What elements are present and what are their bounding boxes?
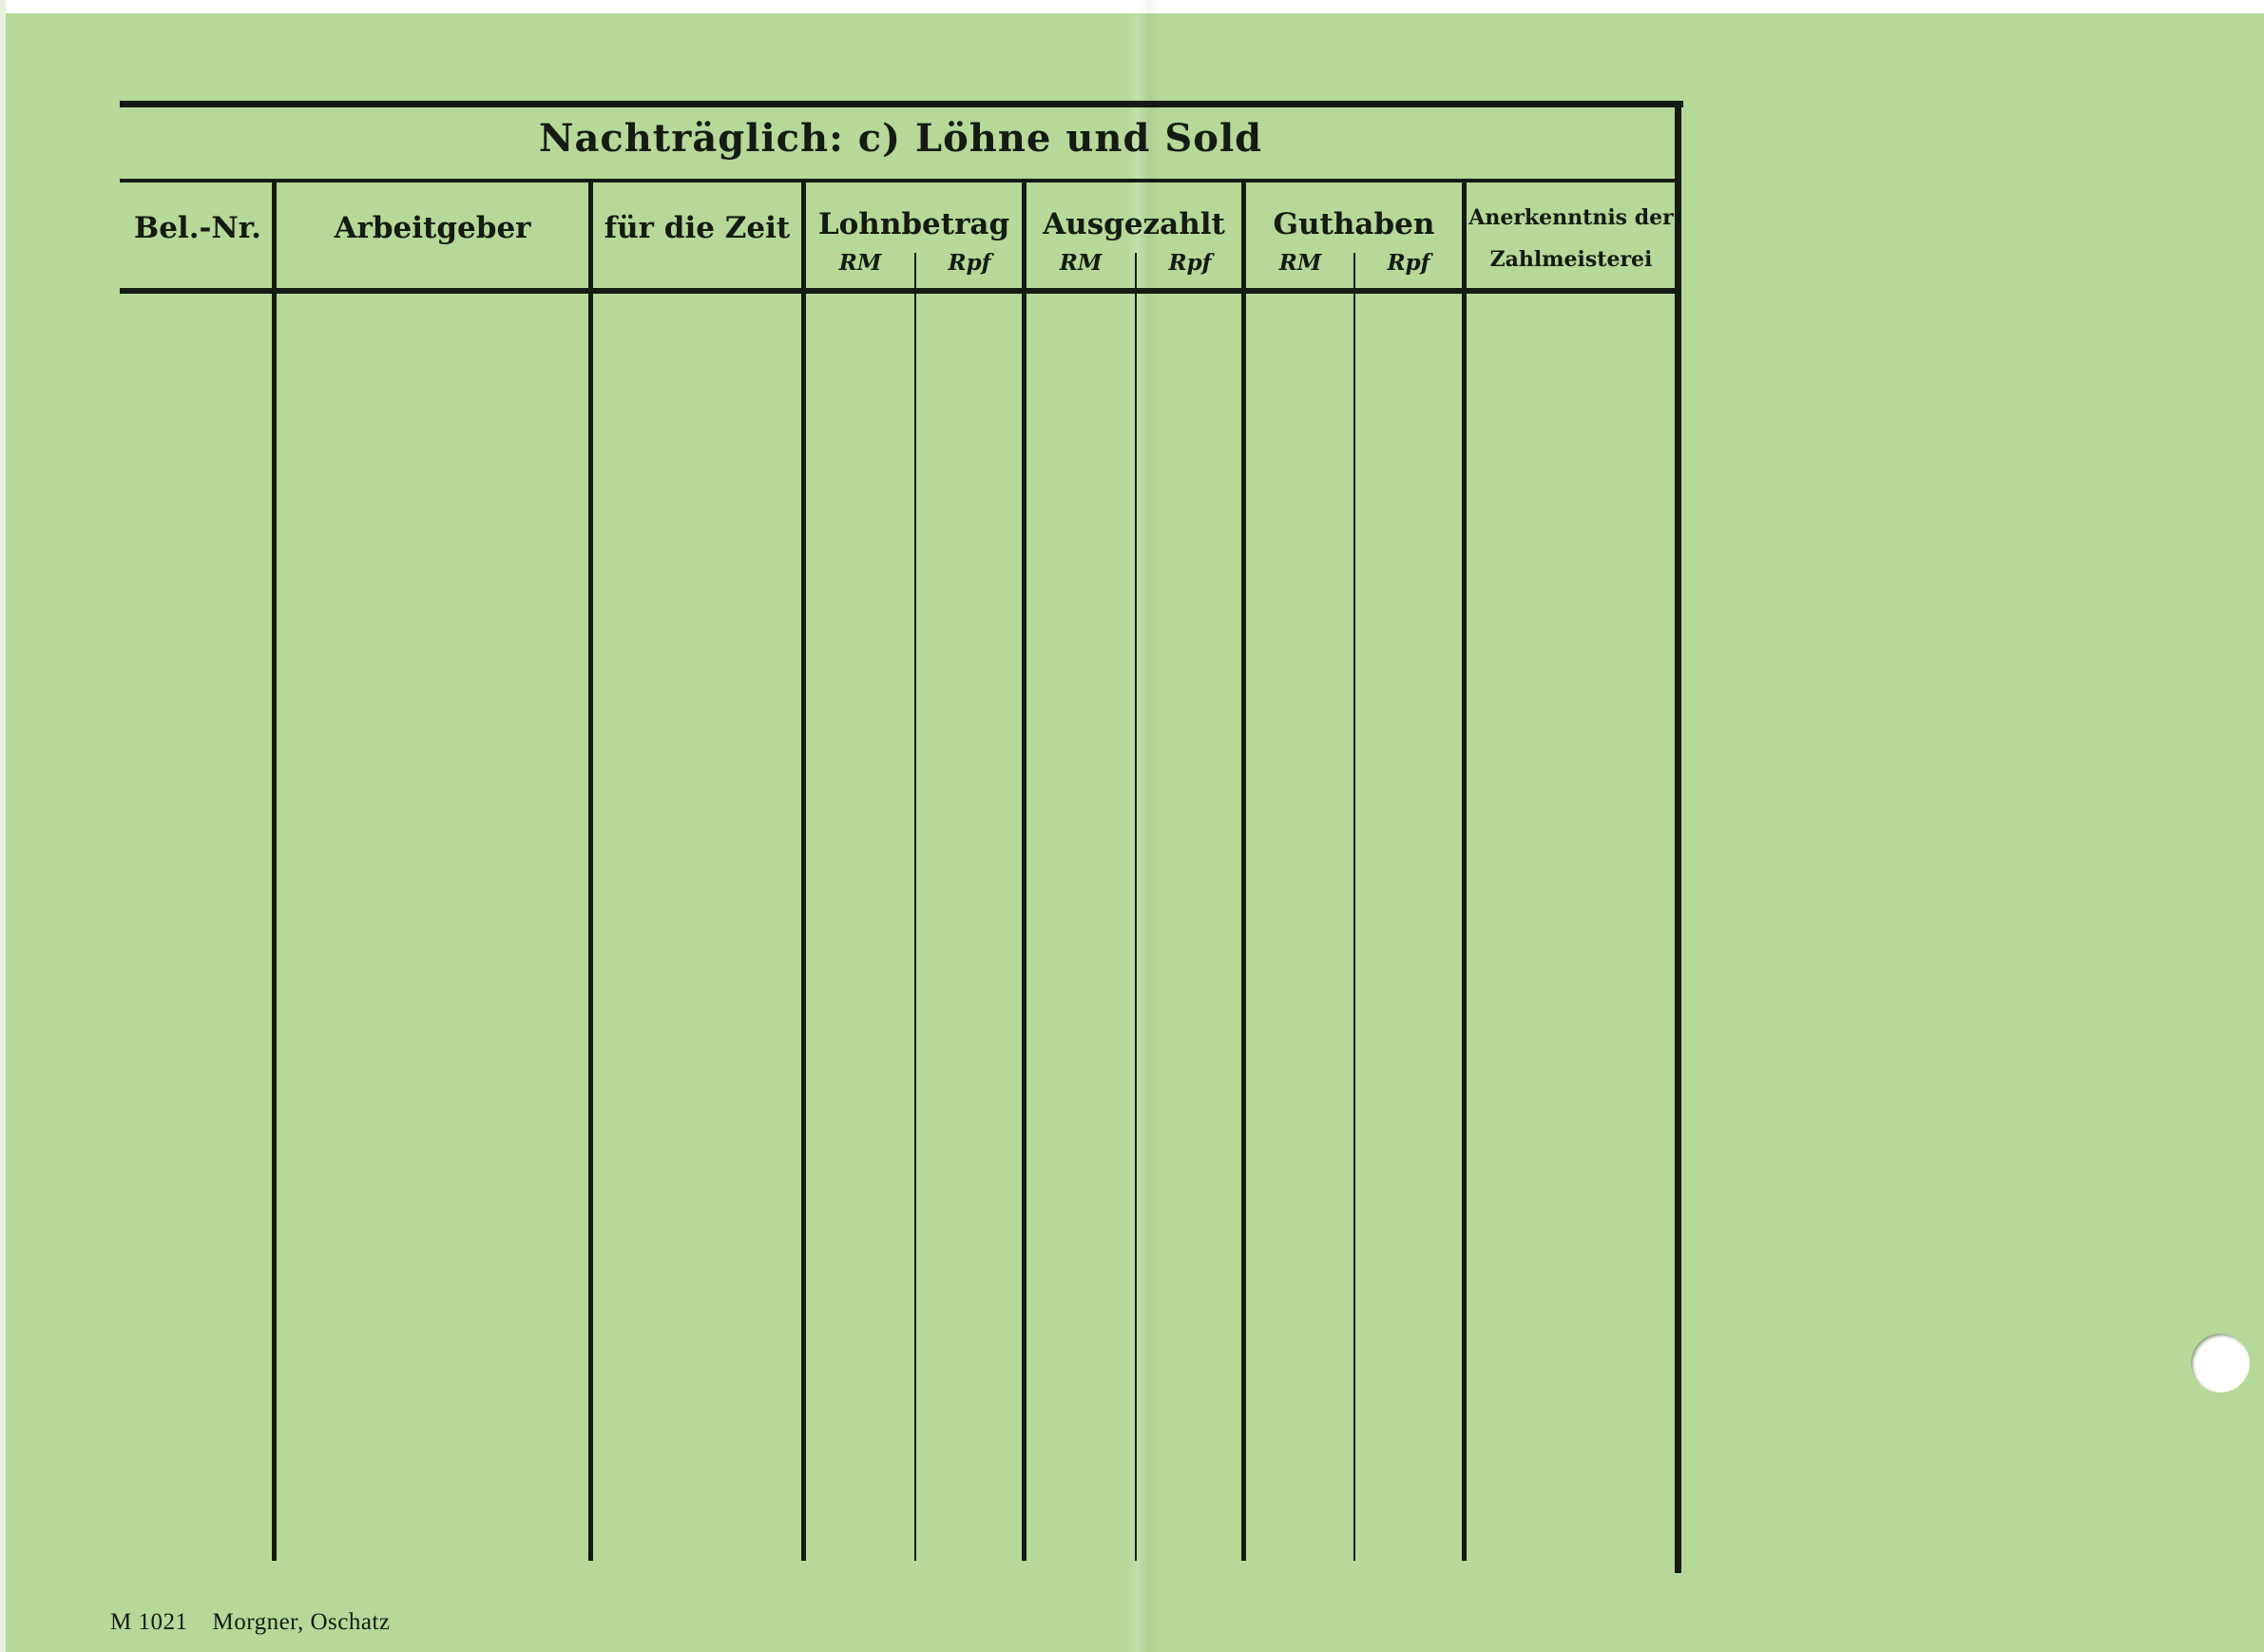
header-fuer-die-zeit: für die Zeit xyxy=(604,211,791,245)
form-title: Nachträglich: c) Löhne und Sold xyxy=(538,116,1263,161)
subcolumn-divider xyxy=(914,253,916,1561)
column-divider xyxy=(272,182,277,1561)
paper-edge-left xyxy=(0,0,6,1652)
column-divider xyxy=(1462,182,1467,1561)
column-divider xyxy=(801,182,806,1561)
header-ausgezahlt-rpf: Rpf xyxy=(1168,250,1212,276)
column-divider xyxy=(1022,182,1026,1561)
header-arbeitgeber: Arbeitgeber xyxy=(334,211,531,245)
column-divider xyxy=(1241,182,1246,1561)
header-ausgezahlt: Ausgezahlt xyxy=(1043,207,1225,241)
header-bel-nr: Bel.-Nr. xyxy=(134,211,261,245)
header-guthaben-rm: RM xyxy=(1278,250,1322,276)
paper-edge xyxy=(0,0,2264,13)
header-anerkenntnis-line2: Zahlmeisterei xyxy=(1489,247,1653,272)
printer-imprint: M 1021 Morgner, Oschatz xyxy=(110,1609,415,1636)
column-divider xyxy=(588,182,593,1561)
header-lohnbetrag: Lohnbetrag xyxy=(817,207,1010,241)
header-bottom-rule xyxy=(120,288,1679,294)
header-guthaben: Guthaben xyxy=(1273,207,1435,241)
title-rule xyxy=(120,179,1679,182)
punch-hole xyxy=(2191,1334,2250,1393)
printer-name: Morgner, Oschatz xyxy=(212,1609,391,1635)
paper-fold xyxy=(1126,0,1161,1652)
form-code: M 1021 xyxy=(110,1609,188,1635)
table-top-rule xyxy=(120,101,1683,107)
header-ausgezahlt-rm: RM xyxy=(1059,250,1103,276)
header-lohnbetrag-rm: RM xyxy=(838,250,882,276)
subcolumn-divider xyxy=(1135,253,1137,1561)
subcolumn-divider xyxy=(1353,253,1355,1561)
header-guthaben-rpf: Rpf xyxy=(1387,250,1430,276)
header-anerkenntnis-line1: Anerkenntnis der xyxy=(1468,205,1674,230)
table-right-border xyxy=(1675,101,1681,1573)
header-lohnbetrag-rpf: Rpf xyxy=(948,250,991,276)
